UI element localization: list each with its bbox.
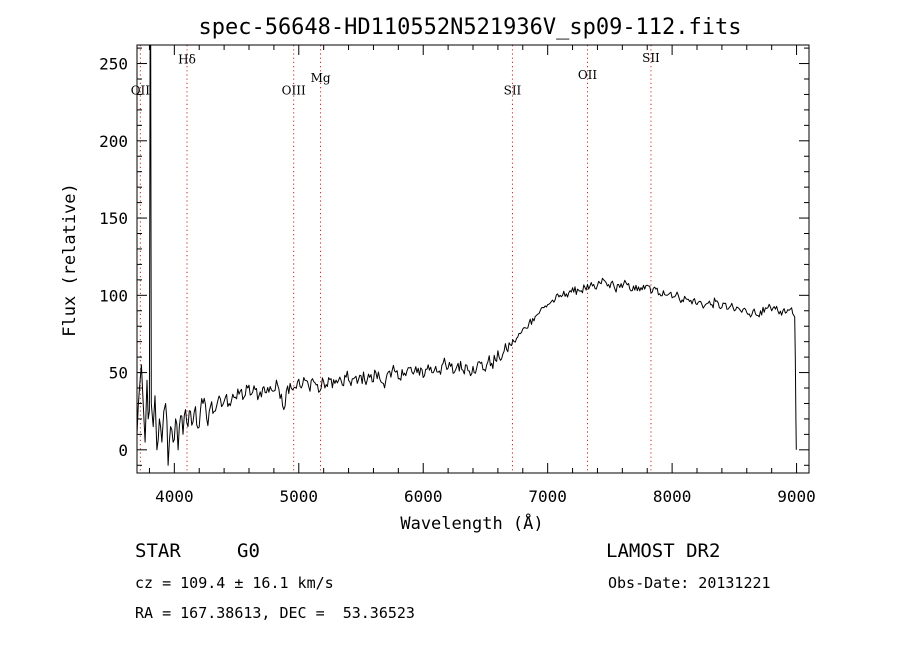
axes: 4000 5000 6000 7000 8000 9000 0 50 100 150 200 250	[99, 44, 816, 506]
velocity-label: cz = 109.4 ± 16.1 km/s	[135, 574, 334, 592]
spectrum-line	[136, 44, 797, 466]
chart-title: spec-56648-HD110552N521936V_sp09-112.fit…	[198, 15, 741, 40]
plot-frame	[136, 44, 810, 474]
x-tick-label: 9000	[777, 487, 816, 506]
survey-label: LAMOST DR2	[606, 540, 721, 562]
line-marker-label: SII	[642, 51, 660, 65]
line-marker-label: Mg	[311, 71, 331, 85]
y-axis-label: Flux (relative)	[60, 183, 80, 337]
spectrum-series	[136, 44, 797, 466]
obs-date-label: Obs-Date: 20131221	[608, 574, 771, 592]
y-tick-label: 0	[118, 441, 128, 460]
coordinates-label: RA = 167.38613, DEC = 53.36523	[135, 604, 415, 622]
x-axis-label: Wavelength (Å)	[400, 512, 543, 534]
x-tick-label: 5000	[280, 487, 319, 506]
x-tick-label: 8000	[653, 487, 692, 506]
line-marker-label: OIII	[282, 83, 306, 97]
x-tick-label: 4000	[155, 487, 194, 506]
line-marker-label: OII	[578, 68, 598, 82]
x-tick-label: 6000	[404, 487, 443, 506]
object-class: STAR	[135, 540, 181, 562]
y-tick-label: 150	[99, 209, 128, 228]
y-tick-label: 100	[99, 286, 128, 305]
y-tick-label: 50	[109, 364, 128, 383]
x-tick-label: 7000	[528, 487, 567, 506]
line-marker-layer: OII Hδ OIII Mg SII OII SII	[131, 45, 660, 473]
line-marker-label: OII	[131, 83, 151, 97]
line-marker-label: SII	[504, 83, 522, 97]
object-subclass: G0	[237, 540, 260, 562]
y-tick-label: 250	[99, 55, 128, 74]
line-marker-label: Hδ	[178, 53, 196, 67]
y-tick-label: 200	[99, 132, 128, 151]
